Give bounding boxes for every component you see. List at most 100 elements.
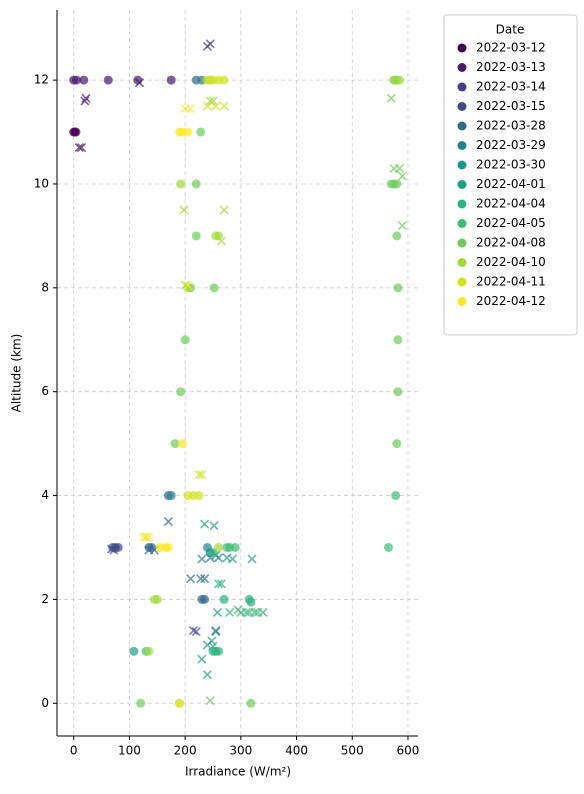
legend-marker [457,82,467,92]
legend-marker [457,160,467,170]
point [176,179,186,189]
cross-point [196,574,206,584]
point [136,698,146,708]
legend-label: 2022-04-01 [476,177,546,191]
x-tick-label: 0 [70,744,78,758]
point [200,594,210,604]
cross-point [233,605,243,615]
cross-point [205,696,215,706]
cross-point [163,516,173,527]
point [71,127,81,137]
y-tick-label: 2 [41,592,49,606]
point [175,698,185,708]
point [246,698,256,708]
y-tick-label: 6 [41,384,49,398]
cross-point [211,626,221,636]
legend-title: Date [496,23,525,37]
point [183,491,193,501]
cross-point [227,554,238,564]
point [393,283,403,293]
point [191,179,201,189]
legend-label: 2022-04-10 [476,255,546,269]
legend-box [443,14,578,336]
point [209,283,219,293]
legend-marker [457,43,467,53]
cross-point [247,554,257,564]
point [113,542,123,552]
point [214,542,224,552]
point [163,542,173,552]
cross-point [397,171,407,181]
point [392,179,402,189]
cross-point [252,607,263,617]
point [191,231,201,241]
cross-point [74,143,84,153]
cross-point [216,236,226,246]
point [149,594,159,604]
x-tick-label: 100 [118,744,141,758]
point [176,387,186,397]
legend-marker [457,180,467,189]
legend-marker [457,121,467,131]
legend-label: 2022-04-12 [476,294,546,308]
point [170,439,180,449]
legend-label: 2022-03-28 [476,119,546,133]
y-tick-label: 10 [34,176,49,190]
point [129,646,139,656]
legend-marker [457,219,467,228]
point [383,542,393,552]
legend-marker [457,297,467,306]
point [391,491,401,501]
point [183,127,193,137]
point [246,597,256,607]
cross-point [197,470,207,480]
cross-point [219,101,229,111]
cross-point [194,470,204,480]
point [219,594,229,604]
legend-label: 2022-04-04 [476,197,546,211]
y-tick-label: 4 [41,488,49,502]
cross-point [205,39,215,49]
cross-point [202,101,212,111]
cross-point [188,626,199,636]
point [144,646,154,656]
x-tick-label: 600 [397,744,420,758]
point [71,75,81,85]
y-tick-label: 0 [41,696,49,710]
x-tick-label: 200 [174,744,197,758]
x-axis-label: Irradiance (W/m²) [185,765,291,779]
legend-label: 2022-03-14 [476,80,546,94]
point [166,491,176,501]
point [392,439,402,449]
cross-point [386,93,396,103]
x-tick-label: 500 [341,744,364,758]
cross-point [180,280,190,290]
cross-point [219,205,229,215]
cross-point [211,101,221,111]
cross-point [212,607,223,617]
point [177,439,187,449]
cross-point [225,607,235,617]
legend: Date 2022-03-12 2022-03-13 2022-03-14 2022-… [443,14,578,336]
cross-point [197,554,207,564]
cross-point [213,579,224,589]
cross-point [191,627,201,637]
point [230,542,240,552]
cross-point [80,96,90,106]
legend-marker [457,102,467,111]
point [103,75,113,85]
legend-label: 2022-04-11 [476,275,546,289]
legend-label: 2022-04-08 [476,236,546,250]
legend-marker [457,63,467,72]
cross-point [107,544,117,554]
cross-point [76,143,87,153]
point [219,75,229,85]
cross-point [209,521,219,531]
legend-marker [457,277,467,287]
cross-point [241,607,251,617]
legend-marker [457,199,467,209]
y-axis-label: Altitude (km) [10,334,24,413]
point [392,231,402,241]
cross-point [144,532,154,542]
